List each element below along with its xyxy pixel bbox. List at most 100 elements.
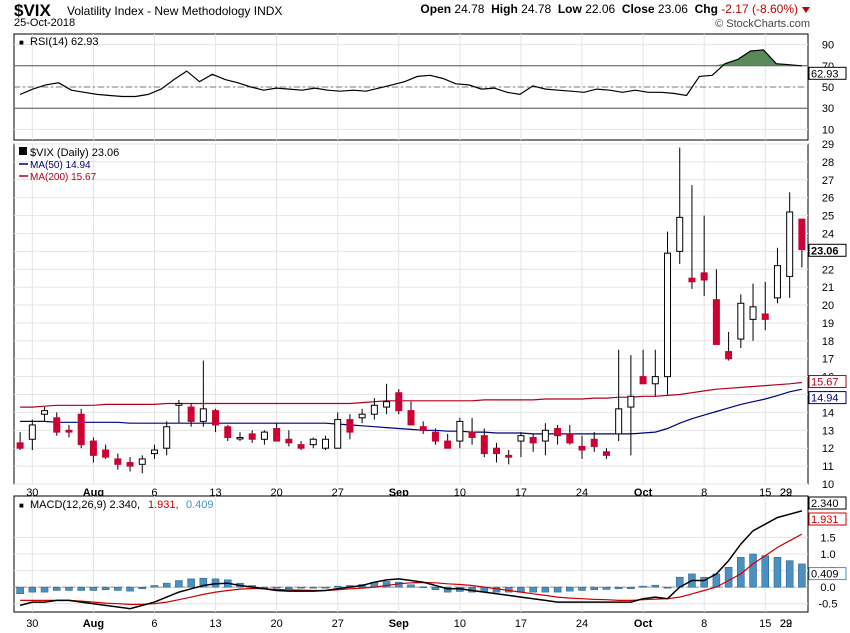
price-tick-10: 10 (822, 479, 834, 491)
close-value: 23.06 (657, 2, 688, 16)
candle-body-52 (651, 376, 659, 385)
macd-hist-bar-1 (28, 586, 37, 593)
macd-xtick-0: 30 (26, 618, 38, 630)
candle-body-50 (627, 395, 635, 408)
candle-body-26 (334, 419, 342, 449)
macd-legend-hist: 0.409 (186, 499, 214, 511)
candle-body-64 (798, 218, 806, 251)
low-label: Low (557, 2, 582, 16)
candle-body-24 (309, 438, 317, 446)
macd-xtick-6: Sep (389, 618, 409, 630)
macd-hist-bar-9 (126, 586, 134, 592)
macd-hist-bar-50 (627, 586, 635, 590)
quote-summary: Open 24.78 High 24.78 Low 22.06 Close 23… (420, 2, 810, 16)
macd-hist-bar-21 (272, 586, 281, 589)
candle-body-19 (248, 433, 256, 440)
macd-hist-bar-44 (553, 586, 562, 593)
macd-tick-0: -0.5 (819, 599, 838, 611)
candle-body-18 (236, 436, 244, 440)
macd-legend-marker: ■ (19, 501, 24, 510)
ma200-line (20, 381, 802, 408)
macd-xtick-1: Aug (83, 618, 104, 630)
candle-body-23 (297, 444, 305, 449)
price-tick-27: 27 (822, 175, 834, 187)
candle-body-60 (749, 306, 757, 320)
macd-hist-bar-10 (138, 586, 147, 590)
candle-body-11 (150, 449, 158, 455)
candle-body-5 (77, 413, 85, 446)
candle-body-38 (480, 435, 488, 455)
instrument-name: Volatility Index - New Methodology INDX (67, 4, 283, 18)
candle-body-59 (737, 302, 745, 340)
macd-hist-bar-45 (566, 586, 574, 592)
candle-body-0 (16, 442, 24, 449)
macd-hist-bar-4 (65, 586, 73, 591)
macd-xtick-14: 29 (780, 618, 792, 630)
macd-last-label: 2.340 (811, 498, 839, 510)
price-tick-22: 22 (822, 264, 834, 276)
macd-hist-bar-6 (89, 586, 98, 591)
macd-hist-bar-15 (199, 577, 208, 588)
macd-hist-bar-52 (651, 584, 660, 588)
candle-body-10 (138, 458, 146, 465)
rsi-tick-30: 30 (822, 103, 834, 115)
candle-body-55 (688, 277, 696, 283)
macd-hist-bar-12 (162, 582, 171, 588)
price-tick-20: 20 (822, 300, 834, 312)
macd-hist-bar-49 (614, 586, 623, 590)
macd-hist-bar-56 (700, 576, 708, 588)
macd-legend-signal: 1.931, (148, 499, 179, 511)
macd-hist-bar-48 (602, 586, 611, 590)
candle-body-40 (505, 454, 513, 458)
macd-hist-bar-30 (382, 581, 391, 588)
macd-xtick-9: 24 (576, 618, 588, 630)
candle-body-1 (28, 424, 36, 440)
macd-hist-bar-34 (431, 586, 440, 591)
macd-xtick-11: 8 (701, 618, 707, 630)
ma50-last-label-box (808, 391, 847, 405)
macd-hist-bar-51 (639, 585, 647, 588)
candle-body-8 (114, 458, 122, 465)
candle-body-17 (224, 426, 232, 438)
price-tick-19: 19 (822, 318, 834, 330)
candle-body-27 (346, 419, 354, 433)
macd-last-label-box (808, 496, 847, 510)
macd-hist-bar-43 (541, 586, 550, 593)
candle-body-58 (725, 351, 733, 360)
macd-hist-bar-7 (101, 586, 110, 591)
macd-hist-bar-23 (297, 586, 305, 589)
macd-hist-bar-61 (761, 555, 769, 588)
macd-xtick-2: 6 (151, 618, 157, 630)
open-label: Open (420, 2, 452, 16)
candle-body-51 (639, 376, 647, 385)
rsi-tick-90: 90 (822, 40, 834, 52)
candle-body-14 (187, 406, 195, 422)
close-label: Close (621, 2, 655, 16)
macd-xtick-13: 22 (780, 618, 792, 630)
candle-body-3 (53, 417, 61, 433)
price-panel: 1011121314151617181920212223242526272829… (13, 139, 847, 499)
macd-hist-bar-8 (114, 586, 122, 591)
macd-hist-bar-53 (663, 586, 672, 589)
macd-xtick-12: 15 (759, 618, 771, 630)
open-value: 24.78 (454, 2, 485, 16)
macd-tick-1: 0.0 (820, 582, 835, 594)
candle-body-7 (102, 449, 110, 458)
candle-body-13 (175, 402, 183, 406)
chg-value: -2.17 (-8.60%) (721, 2, 798, 16)
macd-hist-bar-64 (798, 563, 806, 588)
macd-hist-bar-60 (749, 553, 757, 588)
low-value: 22.06 (585, 2, 616, 16)
candle-body-43 (541, 429, 549, 442)
candle-body-57 (712, 299, 720, 345)
macd-xtick-8: 17 (515, 618, 527, 630)
macd-hist-bar-35 (443, 586, 452, 593)
candle-body-42 (529, 436, 537, 444)
macd-line (19, 510, 803, 610)
rsi-last-label: 62.93 (811, 68, 839, 80)
candle-body-4 (65, 429, 73, 433)
price-tick-28: 28 (822, 157, 834, 169)
price-last-label-box (808, 243, 847, 257)
candle-body-22 (285, 438, 293, 444)
